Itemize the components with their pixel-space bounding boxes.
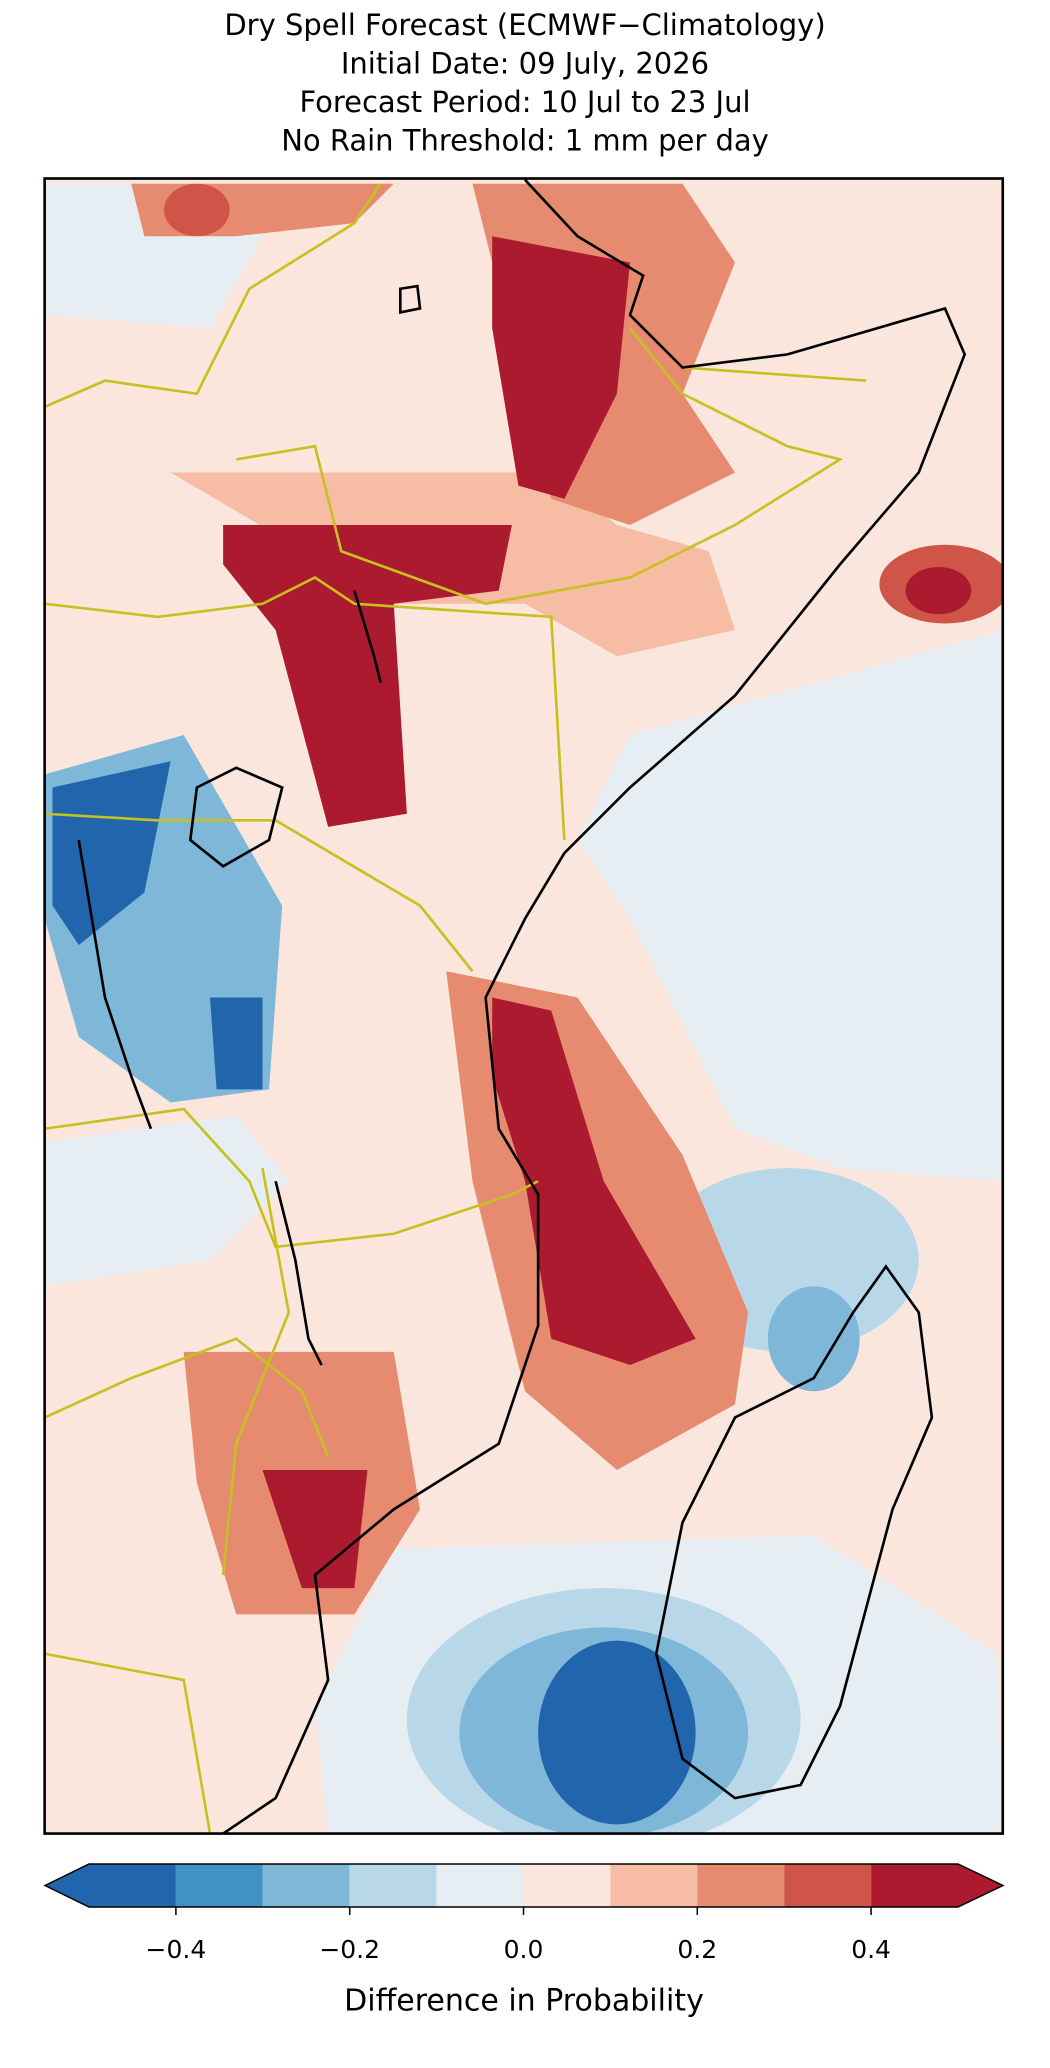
colorbar-tick-label: 0.0 bbox=[504, 1935, 544, 1964]
colorbar-segment bbox=[349, 1864, 437, 1907]
colorbar: −0.4 −0.2 0.0 0.2 0.4 Difference in Probabili… bbox=[43, 1863, 1005, 2019]
border bbox=[236, 327, 844, 606]
colorbar-segment bbox=[784, 1864, 872, 1907]
colorbar-segment bbox=[610, 1864, 698, 1907]
border bbox=[221, 1167, 291, 1576]
colorbar-segment bbox=[523, 1864, 611, 1907]
colorbar-segment bbox=[697, 1864, 785, 1907]
border bbox=[44, 575, 566, 841]
chart-title: Forecast Period: 10 Jul to 23 Jul bbox=[299, 85, 750, 119]
field-region bbox=[262, 1470, 368, 1589]
field-region bbox=[538, 1640, 696, 1825]
colorbar-segment bbox=[262, 1864, 350, 1907]
colorbar-segment bbox=[436, 1864, 524, 1907]
field-region bbox=[767, 1286, 860, 1392]
border bbox=[44, 183, 382, 409]
colorbar-tick-label: 0.2 bbox=[677, 1935, 717, 1964]
field-region bbox=[492, 997, 696, 1365]
field-region bbox=[492, 236, 630, 499]
colorbar-label: Difference in Probability bbox=[344, 1984, 704, 2019]
lake bbox=[77, 839, 153, 1130]
chart-title: Initial Date: 09 July, 2026 bbox=[341, 47, 709, 81]
field-region bbox=[164, 183, 230, 237]
colorbar-tick-label: 0.4 bbox=[851, 1935, 891, 1964]
colorbar-extend-max bbox=[958, 1864, 1003, 1907]
colorbar-tick-label: −0.2 bbox=[319, 1935, 380, 1964]
colorbar-segment bbox=[871, 1864, 958, 1907]
border bbox=[44, 1337, 330, 1458]
lake bbox=[188, 766, 284, 868]
map bbox=[43, 177, 1005, 1835]
colorbar-segment bbox=[89, 1864, 176, 1907]
colorbar-tick-label: −0.4 bbox=[146, 1935, 207, 1964]
lake bbox=[399, 284, 422, 314]
border bbox=[44, 1652, 212, 1834]
map-field bbox=[44, 178, 1003, 1834]
lake bbox=[274, 1180, 323, 1366]
colorbar-extend-min bbox=[45, 1864, 89, 1907]
field-region bbox=[223, 525, 512, 827]
field-region bbox=[210, 997, 263, 1090]
coastlines bbox=[77, 178, 967, 1834]
coastline bbox=[654, 1264, 934, 1800]
colorbar-segment bbox=[175, 1864, 263, 1907]
colorbar-outline bbox=[43, 1863, 1005, 1908]
lake bbox=[353, 590, 382, 683]
chart-title: No Rain Threshold: 1 mm per day bbox=[281, 124, 769, 158]
border bbox=[44, 812, 474, 973]
coastline bbox=[222, 178, 967, 1834]
chart-title: Dry Spell Forecast (ECMWF−Climatology) bbox=[224, 8, 825, 42]
field-region bbox=[905, 567, 972, 615]
field-region bbox=[52, 761, 171, 945]
map-frame bbox=[43, 177, 1005, 1835]
field-region bbox=[577, 630, 1003, 1182]
